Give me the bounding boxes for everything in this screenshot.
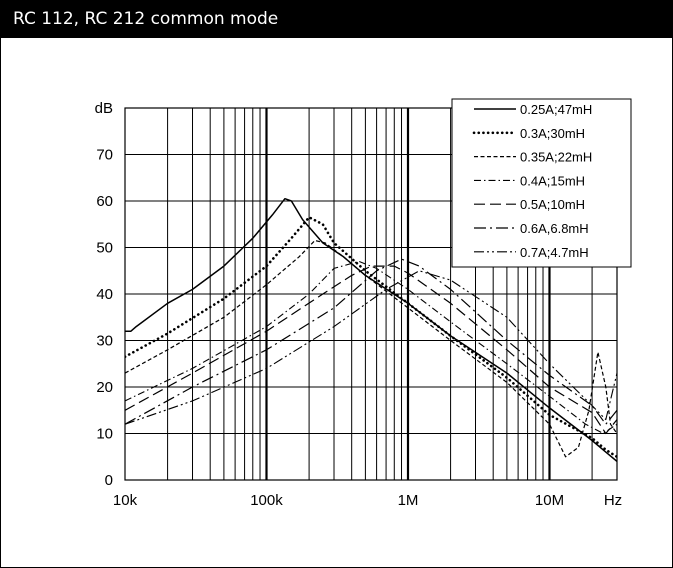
legend-box xyxy=(451,98,632,268)
series-line-1 xyxy=(125,197,617,462)
y-tick-label: 70 xyxy=(96,147,113,164)
y-tick-label: 60 xyxy=(96,193,113,210)
legend-label: 0.6A,6.8mH xyxy=(520,221,589,236)
y-tick-label: 40 xyxy=(96,286,113,303)
x-tick-label: 10k xyxy=(113,492,138,509)
y-tick-label: 50 xyxy=(96,240,113,257)
series-line-5 xyxy=(125,265,617,435)
x-tick-label: 100k xyxy=(250,492,283,509)
legend-label: 0.5A;10mH xyxy=(520,197,585,212)
legend-label: 0.7A;4.7mH xyxy=(520,245,589,260)
y-tick-label: 30 xyxy=(96,333,113,350)
series-line-3 xyxy=(125,239,617,458)
legend-label: 0.4A;15mH xyxy=(520,173,585,188)
legend-label: 0.3A;30mH xyxy=(520,126,585,141)
series-line-6 xyxy=(125,258,617,425)
y-tick-label: 0 xyxy=(105,472,113,489)
series-line-7 xyxy=(125,270,617,425)
legend-label: 0.35A;22mH xyxy=(520,150,592,165)
chart-title: RC 112, RC 212 common mode xyxy=(1,1,672,38)
x-tick-label: 1M xyxy=(398,492,419,509)
y-tick-label: 20 xyxy=(96,379,113,396)
x-axis-unit: Hz xyxy=(604,492,622,509)
y-tick-label: 10 xyxy=(96,426,113,443)
legend-label: 0.25A;47mH xyxy=(520,102,592,117)
y-axis-unit: dB xyxy=(95,100,113,117)
series-line-4 xyxy=(125,260,617,435)
series-line-2 xyxy=(125,216,617,459)
x-tick-label: 10M xyxy=(535,492,564,509)
